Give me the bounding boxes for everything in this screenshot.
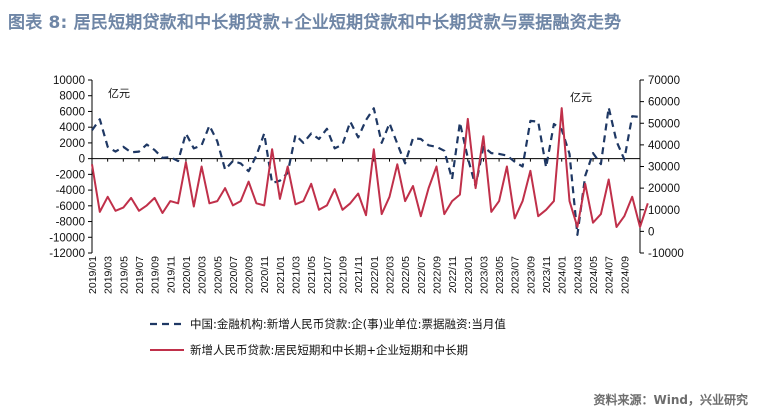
left-tick-label: -10000 [49,232,85,244]
x-tick-label: 2021/03 [291,256,303,294]
right-tick-label: -10000 [648,248,684,260]
x-tick-label: 2019/11 [165,256,177,293]
left-tick-label: 4000 [59,122,85,134]
right-tick-label: 20000 [648,183,680,195]
left-tick-label: 6000 [59,106,85,118]
x-tick-label: 2022/11 [447,256,459,293]
right-tick-label: 70000 [648,75,680,87]
x-tick-label: 2021/07 [322,256,334,294]
x-tick-label: 2024/09 [619,256,631,294]
x-tick-label: 2020/11 [259,256,271,293]
left-tick-label: -8000 [56,217,85,229]
right-tick-label: 0 [648,226,654,238]
right-tick-label: 10000 [648,205,680,217]
legend-label-loans: 新增人民币贷款:居民短期和中长期+企业短期和中长期 [190,343,468,357]
right-axis-unit: 亿元 [570,91,592,104]
right-tick-label: 30000 [648,162,680,174]
right-tick-label: 40000 [648,140,680,152]
left-tick-label: 2000 [59,138,85,150]
x-tick-label: 2023/09 [525,256,537,294]
x-tick-label: 2023/07 [510,256,522,294]
x-tick-label: 2021/11 [353,256,365,293]
left-tick-label: -6000 [56,201,85,213]
right-tick-label: 50000 [648,118,680,130]
x-tick-label: 2021/05 [306,256,318,294]
x-tick-label: 2019/07 [134,256,146,294]
series-line-loans [91,107,649,228]
axes: 1000080006000400020000-2000-4000-6000-80… [49,75,684,294]
left-tick-label: -4000 [56,185,85,197]
x-tick-label: 2023/05 [494,256,506,294]
left-tick-label: 10000 [53,75,85,87]
legend: 中国:金融机构:新增人民币贷款:企(事)业单位:票据融资:当月值新增人民币贷款:… [150,317,506,357]
left-tick-label: -2000 [56,169,85,181]
series-line-bill-financing [91,106,641,236]
x-tick-label: 2020/09 [244,256,256,294]
x-tick-label: 2019/01 [87,256,99,294]
x-tick-label: 2019/09 [150,256,162,294]
x-tick-label: 2019/03 [103,256,115,294]
x-tick-label: 2022/01 [369,256,381,294]
x-tick-label: 2023/11 [541,256,553,293]
x-tick-label: 2024/03 [572,256,584,294]
left-tick-label: 8000 [59,91,85,103]
x-tick-label: 2019/05 [118,256,130,294]
left-tick-label: 0 [79,154,85,166]
x-tick-label: 2022/05 [400,256,412,294]
x-tick-label: 2021/01 [275,256,287,294]
x-tick-label: 2024/07 [604,256,616,294]
x-tick-label: 2021/09 [338,256,350,294]
legend-label-bill-financing: 中国:金融机构:新增人民币贷款:企(事)业单位:票据融资:当月值 [190,317,506,331]
x-tick-label: 2020/05 [212,256,224,294]
series-lines [91,106,649,236]
x-tick-label: 2020/03 [197,256,209,294]
x-tick-label: 2020/07 [228,256,240,294]
left-tick-label: -12000 [49,248,85,260]
source-note: 资料来源：Wind，兴业研究 [593,393,748,407]
x-tick-label: 2020/01 [181,256,193,294]
chart-title: 图表 8: 居民短期贷款和中长期贷款+企业短期贷款和中长期贷款与票据融资走势 [8,13,622,33]
x-tick-label: 2022/09 [431,256,443,294]
right-tick-label: 60000 [648,97,680,109]
x-tick-label: 2024/01 [557,256,569,294]
x-tick-label: 2023/03 [478,256,490,294]
x-tick-label: 2022/07 [416,256,428,294]
x-tick-label: 2024/05 [588,256,600,294]
left-axis-unit: 亿元 [108,87,130,100]
x-tick-label: 2023/01 [463,256,475,294]
x-tick-label: 2022/03 [384,256,396,294]
